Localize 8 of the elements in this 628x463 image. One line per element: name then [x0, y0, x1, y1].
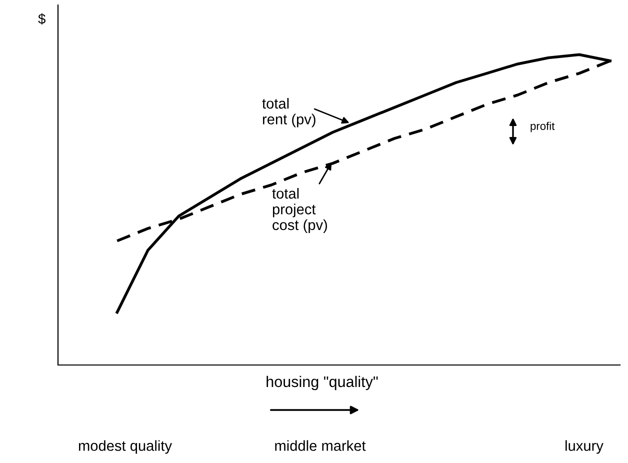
x-axis-title: housing "quality" [266, 376, 378, 390]
annotation: profit [530, 122, 555, 132]
annotation: total project cost (pv) [272, 188, 328, 234]
text: middle market [275, 440, 366, 451]
text: luxury [566, 440, 604, 454]
text: modest quality [78, 440, 172, 454]
annotation: total rent (pv) [262, 98, 316, 128]
y-axis-title: $ [38, 13, 46, 25]
